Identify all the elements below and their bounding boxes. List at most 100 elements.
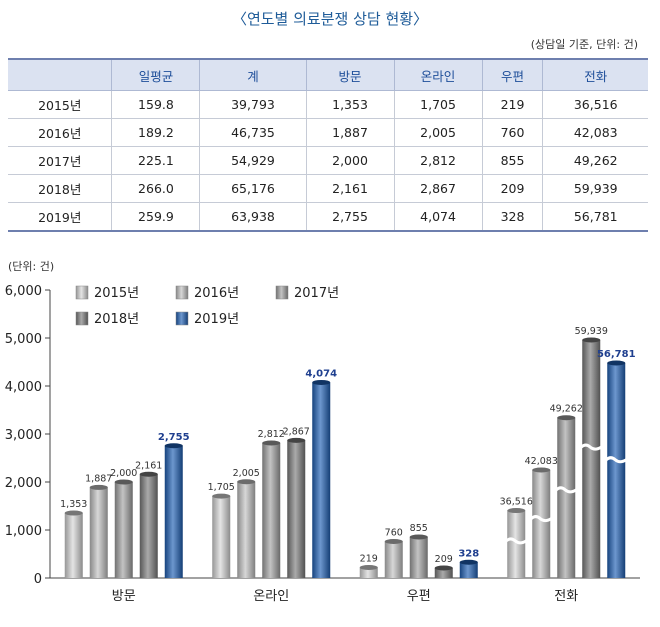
- y-tick-label: 5,000: [5, 332, 42, 347]
- table-cell: 1,705: [393, 90, 483, 119]
- bar: [607, 363, 626, 578]
- bar: [89, 487, 108, 578]
- data-label: 36,516: [500, 497, 533, 508]
- table-cell: 2,161: [305, 174, 395, 203]
- table-header-cell: [8, 58, 112, 91]
- table-header-cell: 온라인: [393, 58, 483, 91]
- data-label: 1,887: [85, 473, 112, 484]
- data-label: 2,812: [258, 429, 285, 440]
- table-cell: 259.9: [111, 202, 200, 232]
- table-cell: 42,083: [542, 118, 648, 147]
- table-cell: 36,516: [542, 90, 648, 119]
- bar: [532, 470, 551, 578]
- table-unit-label: (상담일 기준, 단위: 건): [530, 38, 638, 51]
- legend-swatch: [175, 285, 189, 300]
- bar: [312, 382, 331, 578]
- y-tick-label: 3,000: [5, 428, 42, 443]
- axis-break-mark: [580, 443, 603, 451]
- table-cell: 56,781: [542, 202, 648, 232]
- table-cell: 46,735: [199, 118, 307, 147]
- legend-label: 2018년: [94, 312, 139, 327]
- bar-cap: [89, 484, 108, 490]
- y-tick-label: 1,000: [5, 524, 42, 539]
- bar: [262, 443, 281, 578]
- bar: [409, 536, 428, 578]
- table-cell: 219: [481, 90, 543, 119]
- data-label: 49,262: [550, 404, 583, 415]
- y-tick-label: 6,000: [5, 284, 42, 299]
- bar: [287, 440, 306, 578]
- data-label: 1,705: [208, 482, 235, 493]
- bar: [557, 417, 576, 578]
- table-cell: 266.0: [111, 174, 200, 203]
- data-label: 760: [385, 528, 403, 539]
- bar-cap: [164, 443, 183, 449]
- bar-cap: [409, 534, 428, 540]
- data-label: 2,867: [283, 426, 310, 437]
- table-cell: 2015년: [8, 90, 112, 119]
- data-label: 4,074: [305, 368, 337, 379]
- bar-cap: [582, 337, 601, 343]
- bar-cap: [359, 564, 378, 570]
- legend-label: 2019년: [194, 312, 239, 327]
- bar-cap: [287, 437, 306, 443]
- table-cell: 65,176: [199, 174, 307, 203]
- data-label: 56,781: [597, 349, 636, 360]
- table-header-row: 일평균 계 방문 온라인 우편 전화: [8, 58, 648, 91]
- table-cell: 225.1: [111, 146, 200, 175]
- bar-cap: [384, 539, 403, 545]
- table-row: 2019년 259.9 63,938 2,755 4,074 328 56,78…: [8, 202, 648, 232]
- table-cell: 209: [481, 174, 543, 203]
- legend-swatch: [175, 311, 189, 326]
- bar-cap: [139, 471, 158, 477]
- table-cell: 760: [481, 118, 543, 147]
- table-row: 2016년 189.2 46,735 1,887 2,005 760 42,08…: [8, 118, 648, 147]
- table-header-cell: 우편: [481, 58, 543, 91]
- legend-swatch: [75, 285, 89, 300]
- legend-label: 2015년: [94, 286, 139, 301]
- bar: [434, 567, 453, 578]
- bar: [64, 513, 83, 578]
- bar-cap: [262, 440, 281, 446]
- axis-break-mark: [605, 456, 628, 464]
- data-label: 1,353: [60, 499, 87, 510]
- bar-cap: [507, 508, 526, 514]
- bar-cap: [434, 565, 453, 571]
- table-cell: 2017년: [8, 146, 112, 175]
- bar-cap: [532, 467, 551, 473]
- data-label: 328: [458, 548, 479, 559]
- data-label: 59,939: [575, 326, 608, 337]
- bar: [164, 445, 183, 578]
- legend-label: 2016년: [194, 286, 239, 301]
- bar-cap: [312, 379, 331, 385]
- x-tick-label: 전화: [554, 589, 578, 604]
- table-cell: 328: [481, 202, 543, 232]
- y-tick-label: 4,000: [5, 380, 42, 395]
- bar-chart: 0 1,000 2,000 3,000 4,000 5,000 6,000 1,353 1,88…: [5, 284, 640, 604]
- legend-swatch: [75, 311, 89, 326]
- table-header-cell: 계: [199, 58, 307, 91]
- chart-unit-label: (단위: 건): [8, 260, 55, 273]
- bar-cap: [607, 360, 626, 366]
- table-cell: 2,812: [393, 146, 483, 175]
- table-cell: 4,074: [393, 202, 483, 232]
- x-tick-label: 온라인: [253, 589, 289, 604]
- data-label: 2,755: [158, 432, 190, 443]
- table-cell: 2,755: [305, 202, 395, 232]
- bar: [384, 541, 403, 578]
- table-cell: 2019년: [8, 202, 112, 232]
- bar-cap: [459, 559, 478, 565]
- axis-break-mark: [555, 486, 578, 494]
- bar: [582, 340, 601, 578]
- data-label: 855: [410, 523, 428, 534]
- bar: [237, 481, 256, 578]
- bar-cap: [114, 479, 133, 485]
- table-cell: 2016년: [8, 118, 112, 147]
- table-header-cell: 일평균: [111, 58, 200, 91]
- axis-break-mark: [505, 537, 528, 545]
- bar-cap: [237, 479, 256, 485]
- bar: [139, 474, 158, 578]
- data-label: 42,083: [525, 456, 558, 467]
- table-header-cell: 전화: [542, 58, 648, 91]
- bar: [212, 496, 231, 578]
